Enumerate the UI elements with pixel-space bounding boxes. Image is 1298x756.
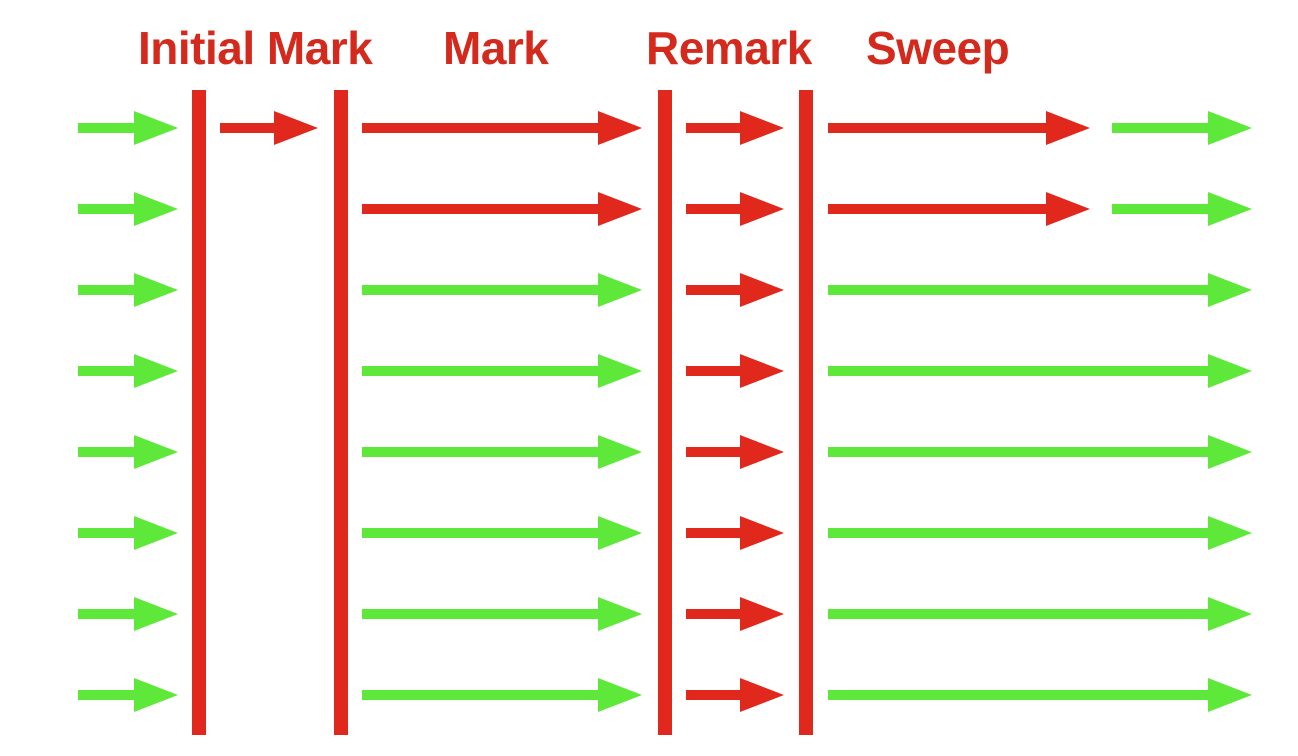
app-thread-arrow-row5-seg1 <box>78 435 178 469</box>
app-thread-arrow-row5-seg5 <box>828 435 1252 469</box>
gc-thread-arrow-row2-seg3 <box>362 192 642 226</box>
app-thread-arrow-row1-seg6 <box>1112 111 1252 145</box>
barrier-remark-start <box>658 90 672 735</box>
phase-label-remark: Remark <box>646 22 813 74</box>
gc-thread-arrow-row1-seg3 <box>362 111 642 145</box>
barrier-remark-end <box>799 90 813 735</box>
gc-thread-arrow-row3-seg4 <box>686 273 784 307</box>
gc-thread-arrow-row5-seg4 <box>686 435 784 469</box>
phase-barriers <box>192 90 813 735</box>
app-thread-arrow-row3-seg3 <box>362 273 642 307</box>
app-thread-arrow-row1-seg1 <box>78 111 178 145</box>
app-thread-arrow-row4-seg3 <box>362 354 642 388</box>
app-thread-arrow-row7-seg5 <box>828 597 1252 631</box>
app-thread-arrow-row8-seg1 <box>78 678 178 712</box>
barrier-initial-mark-start <box>192 90 206 735</box>
phase-label-initial-mark: Initial Mark <box>138 22 373 74</box>
app-thread-arrow-row2-seg1 <box>78 192 178 226</box>
gc-thread-arrow-row2-seg5 <box>828 192 1090 226</box>
app-thread-arrow-row3-seg1 <box>78 273 178 307</box>
app-thread-arrow-row2-seg6 <box>1112 192 1252 226</box>
app-thread-arrow-row6-seg5 <box>828 516 1252 550</box>
app-thread-arrow-row5-seg3 <box>362 435 642 469</box>
gc-thread-arrow-row1-seg5 <box>828 111 1090 145</box>
app-thread-arrow-row4-seg1 <box>78 354 178 388</box>
gc-thread-arrow-row8-seg4 <box>686 678 784 712</box>
phase-label-mark: Mark <box>443 22 549 74</box>
phase-labels: Initial Mark Mark Remark Sweep <box>138 22 1010 74</box>
barrier-initial-mark-end <box>334 90 348 735</box>
app-thread-arrow-row8-seg5 <box>828 678 1252 712</box>
gc-thread-arrow-row7-seg4 <box>686 597 784 631</box>
gc-thread-arrow-row4-seg4 <box>686 354 784 388</box>
app-thread-arrow-row7-seg1 <box>78 597 178 631</box>
gc-thread-arrow-row6-seg4 <box>686 516 784 550</box>
app-thread-arrow-row7-seg3 <box>362 597 642 631</box>
gc-thread-arrow-row2-seg4 <box>686 192 784 226</box>
phase-label-sweep: Sweep <box>866 22 1009 74</box>
thread-arrows <box>78 111 1252 712</box>
gc-thread-arrow-row1-seg4 <box>686 111 784 145</box>
app-thread-arrow-row6-seg3 <box>362 516 642 550</box>
app-thread-arrow-row8-seg3 <box>362 678 642 712</box>
gc-thread-arrow-row1-seg2 <box>220 111 318 145</box>
app-thread-arrow-row3-seg5 <box>828 273 1252 307</box>
app-thread-arrow-row4-seg5 <box>828 354 1252 388</box>
app-thread-arrow-row6-seg1 <box>78 516 178 550</box>
